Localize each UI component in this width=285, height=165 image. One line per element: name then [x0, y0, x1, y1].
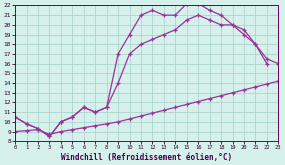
X-axis label: Windchill (Refroidissement éolien,°C): Windchill (Refroidissement éolien,°C) — [61, 152, 232, 162]
